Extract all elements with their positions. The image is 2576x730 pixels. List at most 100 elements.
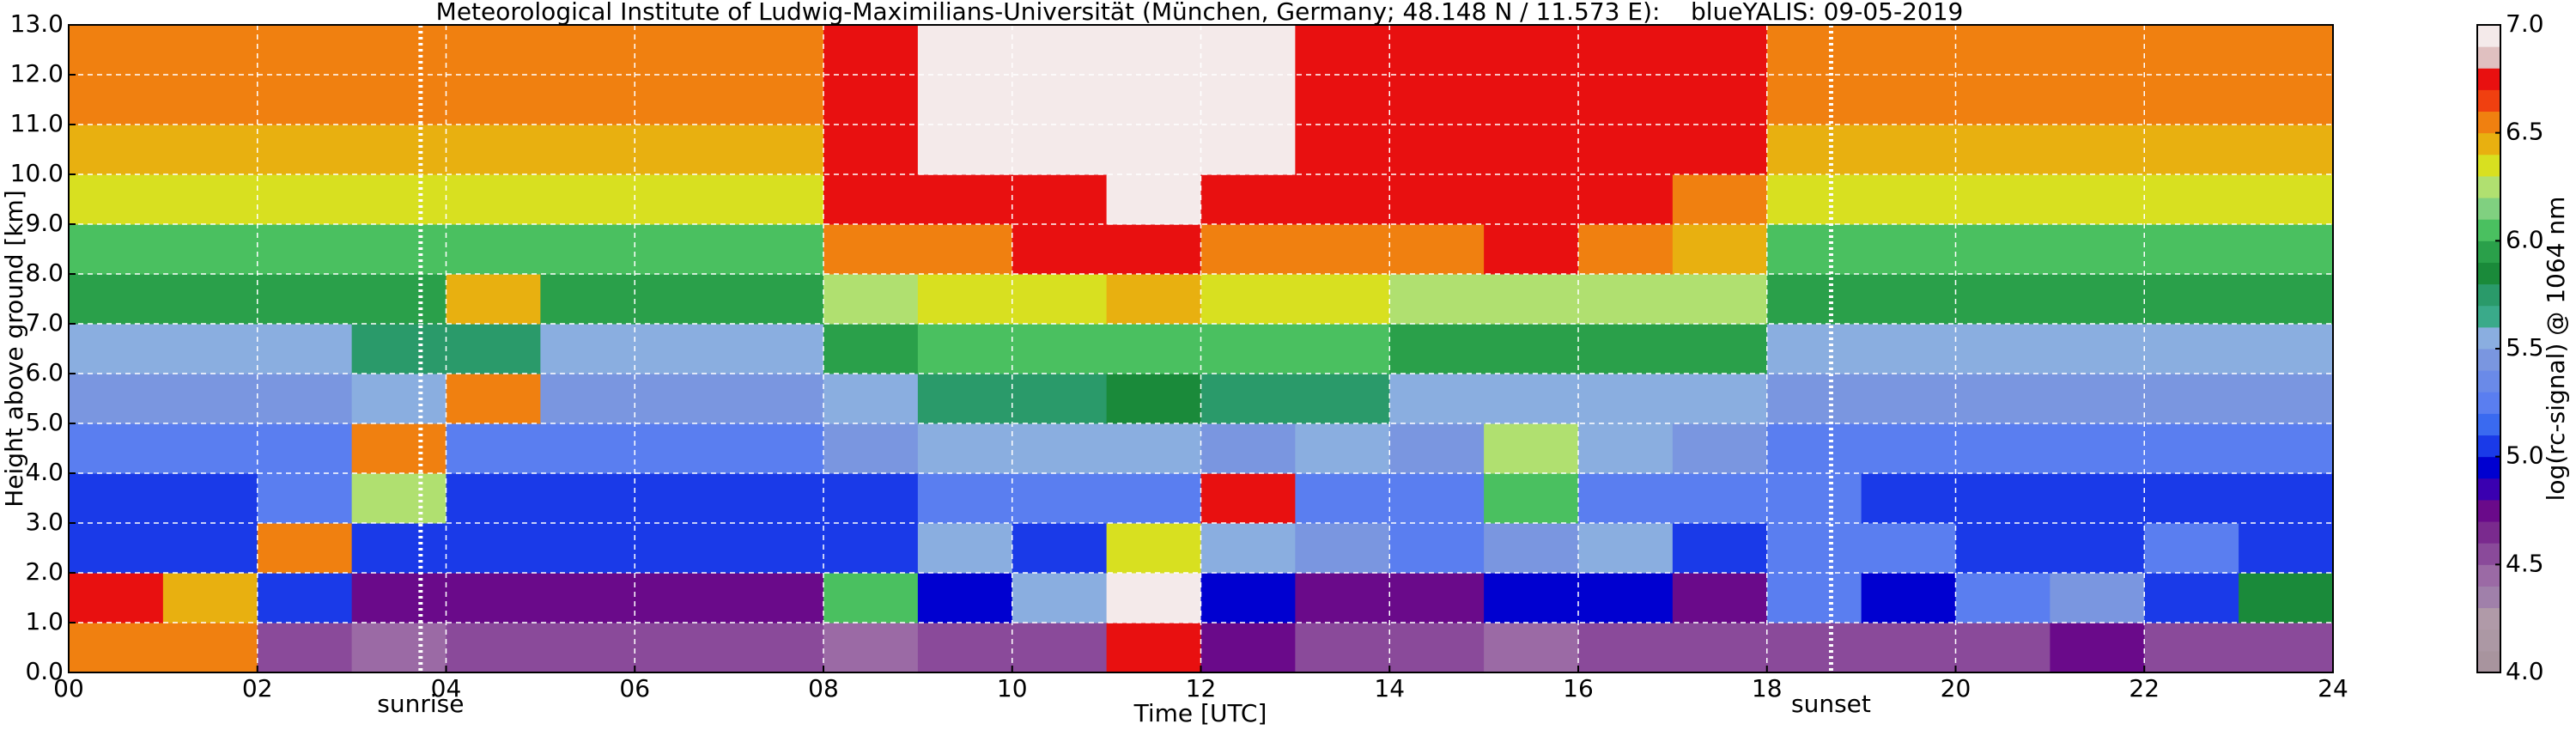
heatmap-cell: [69, 224, 164, 275]
heatmap-cell: [1672, 75, 1768, 125]
heatmap-cell: [257, 523, 353, 574]
heatmap-cell: [2144, 623, 2239, 673]
heatmap-cell: [1578, 324, 1674, 374]
heatmap-cell: [351, 423, 447, 474]
colorbar-band: [2477, 392, 2500, 414]
heatmap-cell: [446, 125, 541, 175]
heatmap-cell: [1200, 374, 1296, 424]
heatmap-cell: [1012, 224, 1108, 275]
heatmap-cell: [1200, 125, 1296, 175]
colorbar-band: [2477, 305, 2500, 328]
heatmap-cell: [635, 473, 730, 524]
heatmap-cell: [635, 174, 730, 225]
heatmap-cell: [2239, 174, 2334, 225]
heatmap-cell: [540, 75, 635, 125]
heatmap-cell: [351, 75, 447, 125]
heatmap-cell: [1200, 75, 1296, 125]
heatmap-cell: [1389, 374, 1485, 424]
heatmap-cell: [1672, 623, 1768, 673]
heatmap-cell: [1672, 224, 1768, 275]
y-tick-label: 10.0: [10, 159, 64, 187]
heatmap-cell: [1484, 523, 1579, 574]
heatmap-cell: [1861, 125, 1956, 175]
heatmap-cell: [1484, 324, 1579, 374]
heatmap-cell: [2239, 423, 2334, 474]
heatmap-cell: [1672, 423, 1768, 474]
y-tick-label: 9.0: [25, 209, 64, 237]
heatmap-cell: [917, 125, 1013, 175]
heatmap-cell: [1012, 473, 1108, 524]
heatmap-cell: [162, 274, 258, 325]
heatmap-cell: [1955, 174, 2050, 225]
heatmap-cell: [1389, 125, 1485, 175]
heatmap-cell: [1766, 374, 1862, 424]
heatmap-cell: [1861, 374, 1956, 424]
heatmap-cell: [540, 224, 635, 275]
heatmap-cell: [2144, 374, 2239, 424]
x-tick-label: 22: [2129, 674, 2160, 703]
heatmap-cell: [257, 473, 353, 524]
heatmap-cell: [1295, 25, 1390, 76]
heatmap-cell: [1012, 374, 1108, 424]
heatmap-cell: [1389, 523, 1485, 574]
heatmap-cell: [257, 374, 353, 424]
heatmap-cell: [1578, 25, 1674, 76]
heatmap-cell: [635, 523, 730, 574]
heatmap-cell: [1295, 224, 1390, 275]
heatmap-cell: [1200, 25, 1296, 76]
heatmap-cell: [1389, 224, 1485, 275]
heatmap-cell: [1389, 573, 1485, 624]
heatmap-cell: [446, 374, 541, 424]
heatmap-cell: [1012, 174, 1108, 225]
heatmap-cell: [1295, 374, 1390, 424]
heatmap-cell: [2239, 25, 2334, 76]
heatmap-cell: [729, 274, 824, 325]
heatmap-cell: [2144, 224, 2239, 275]
heatmap-cell: [823, 174, 919, 225]
heatmap-cell: [446, 324, 541, 374]
heatmap-cell: [823, 274, 919, 325]
heatmap-cell: [351, 224, 447, 275]
colorbar-band: [2477, 543, 2500, 565]
heatmap-cell: [823, 25, 919, 76]
heatmap-cell: [257, 174, 353, 225]
heatmap-cell: [162, 573, 258, 624]
colorbar-band: [2477, 521, 2500, 544]
heatmap-cell: [162, 374, 258, 424]
colorbar-band: [2477, 478, 2500, 501]
heatmap-cell: [1200, 573, 1296, 624]
heatmap-cell: [1578, 423, 1674, 474]
heatmap-cell: [1389, 423, 1485, 474]
heatmap-cell: [1012, 75, 1108, 125]
heatmap-cell: [257, 324, 353, 374]
heatmap-cell: [823, 573, 919, 624]
heatmap-cell: [446, 623, 541, 673]
x-tick-label: 08: [808, 674, 839, 703]
heatmap-cell: [1200, 473, 1296, 524]
colorbar-band: [2477, 370, 2500, 392]
heatmap-cell: [1200, 423, 1296, 474]
heatmap-cell: [351, 324, 447, 374]
heatmap-cell: [162, 623, 258, 673]
heatmap-cell: [635, 125, 730, 175]
heatmap-cell: [729, 174, 824, 225]
heatmap-cell: [351, 473, 447, 524]
y-tick-label: 12.0: [10, 59, 64, 88]
heatmap-cell: [1106, 523, 1201, 574]
heatmap-cell: [1672, 125, 1768, 175]
heatmap-cell: [446, 25, 541, 76]
heatmap-cell: [257, 75, 353, 125]
heatmap-cell: [69, 125, 164, 175]
heatmap-cell: [1106, 573, 1201, 624]
heatmap-cell: [1106, 623, 1201, 673]
heatmap-cell: [2050, 374, 2145, 424]
heatmap-cell: [1766, 423, 1862, 474]
heatmap-cell: [635, 423, 730, 474]
heatmap-cell: [69, 573, 164, 624]
colorbar-band: [2477, 650, 2500, 673]
x-axis-label: Time [UTC]: [1133, 699, 1267, 727]
y-tick-label: 6.0: [25, 358, 64, 386]
heatmap-cell: [1578, 573, 1674, 624]
heatmap-cell: [1861, 75, 1956, 125]
heatmap-cell: [1578, 473, 1674, 524]
